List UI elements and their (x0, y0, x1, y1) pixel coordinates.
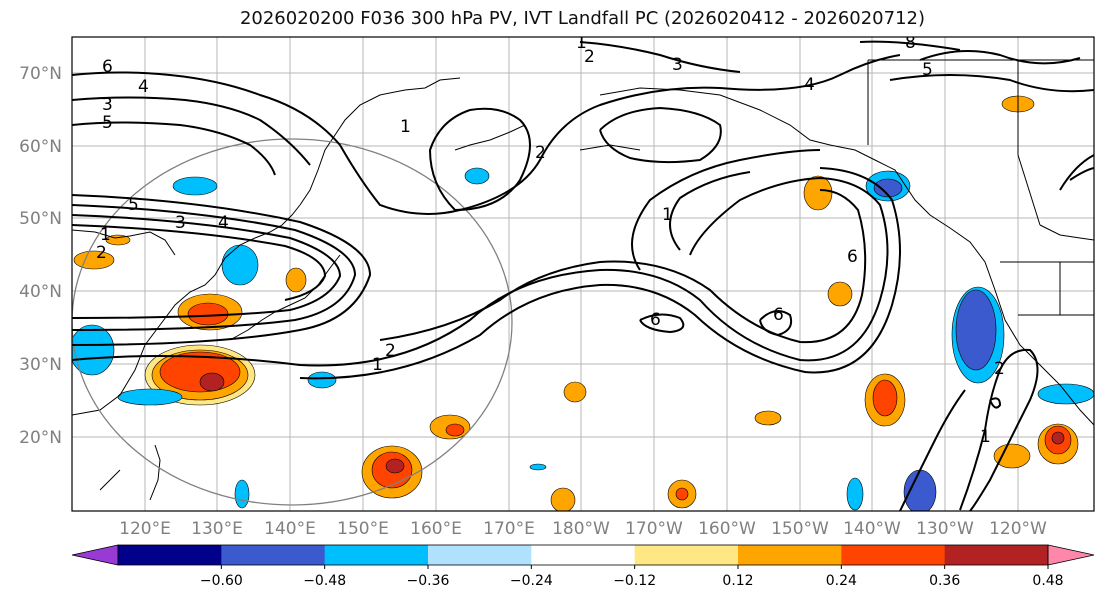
lat-axis: 70°N 60°N 50°N 40°N 30°N 20°N (19, 64, 62, 448)
colorbar-tick-label: −0.12 (613, 573, 656, 589)
colorbar-extend-low (71, 544, 119, 566)
contour-label: 2 (385, 341, 396, 361)
map-title: 2026020200 F036 300 hPa PV, IVT Landfall… (239, 8, 926, 29)
contour-label: 2 (994, 359, 1005, 379)
colorbar-extend-high (1047, 544, 1095, 566)
colorbar-tick-label: 0.12 (722, 573, 753, 589)
colorbar-segment (221, 545, 326, 565)
contour-label: 6 (102, 57, 113, 77)
contour-label: 3 (672, 55, 683, 75)
colorbar-segment (841, 545, 946, 565)
colorbar-tick-label: −0.24 (510, 573, 553, 589)
contour-label: 6 (773, 305, 784, 325)
colorbar-tick-label: −0.60 (200, 573, 243, 589)
lon-tick-label: 120°W (989, 519, 1047, 539)
colorbar-segment (738, 545, 842, 565)
radius-circle (72, 138, 513, 506)
contour-label: 3 (102, 95, 113, 115)
ivt-shading (72, 95, 1094, 511)
plot-frame (71, 36, 1095, 512)
contour-label: 6 (650, 310, 661, 330)
contour-label-group: 6 4 3 5 1 2 8 5 4 3 2 1 5 3 4 2 1 1 2 6 … (96, 33, 1005, 447)
colorbar-frame (117, 544, 1049, 566)
contour-label: 2 (96, 243, 107, 263)
contour-label: 5 (102, 113, 113, 133)
contour-label: 2 (535, 143, 546, 163)
colorbar-segment (634, 545, 739, 565)
colorbar-segment (944, 545, 1049, 565)
lon-tick-label: 150°E (337, 519, 389, 539)
colorbar: −0.60 −0.48 −0.36 −0.24 −0.12 0.12 0.24 0.36 0.4… (71, 544, 1095, 589)
lat-tick-label: 50°N (19, 209, 62, 229)
contour-label: 6 (847, 247, 858, 267)
lon-tick-label: 160°E (410, 519, 462, 539)
colorbar-segment (118, 545, 222, 565)
contour-label: 8 (905, 33, 916, 53)
contour-label: 2 (584, 47, 595, 67)
colorbar-tick-label: 0.24 (826, 573, 857, 589)
lon-tick-label: 170°E (483, 519, 535, 539)
lon-tick-label: 130°W (916, 519, 974, 539)
colorbar-tick-label: −0.48 (303, 573, 346, 589)
contour-label: 1 (400, 117, 411, 137)
colorbar-segment (324, 545, 429, 565)
lon-tick-label: 180°W (552, 519, 610, 539)
lon-tick-label: 140°W (843, 519, 901, 539)
colorbar-segment (428, 545, 532, 565)
contour-label: 4 (218, 213, 229, 233)
lat-tick-label: 70°N (19, 64, 62, 84)
coastlines (72, 59, 1094, 501)
contour-label: 1 (662, 205, 673, 225)
lon-tick-label: 150°W (771, 519, 829, 539)
contour-label: 4 (138, 77, 149, 97)
lat-tick-label: 20°N (19, 428, 62, 448)
lon-axis: 120°E 130°E 140°E 150°E 160°E 170°E 180°… (119, 519, 1047, 539)
contour-label: 4 (804, 75, 815, 95)
lon-tick-label: 120°E (119, 519, 171, 539)
colorbar-tick-label: −0.36 (407, 573, 450, 589)
lon-tick-label: 160°W (698, 519, 756, 539)
lon-tick-label: 130°E (191, 519, 243, 539)
contour-label: 5 (922, 60, 933, 80)
colorbar-segment (531, 545, 636, 565)
colorbar-tick-label: 0.48 (1032, 573, 1063, 589)
lon-tick-label: 170°W (625, 519, 683, 539)
colorbar-tick-label: 0.36 (929, 573, 960, 589)
lat-tick-label: 30°N (19, 355, 62, 375)
contour-label: 1 (100, 225, 111, 245)
contour-label: 5 (128, 195, 139, 215)
lon-tick-label: 140°E (264, 519, 316, 539)
contour-label: 3 (175, 213, 186, 233)
pv-contours (72, 40, 1094, 511)
contour-label: 1 (372, 355, 383, 375)
lat-tick-label: 60°N (19, 137, 62, 157)
lat-tick-label: 40°N (19, 282, 62, 302)
contour-label: 1 (576, 33, 587, 53)
contour-label: 1 (980, 427, 991, 447)
